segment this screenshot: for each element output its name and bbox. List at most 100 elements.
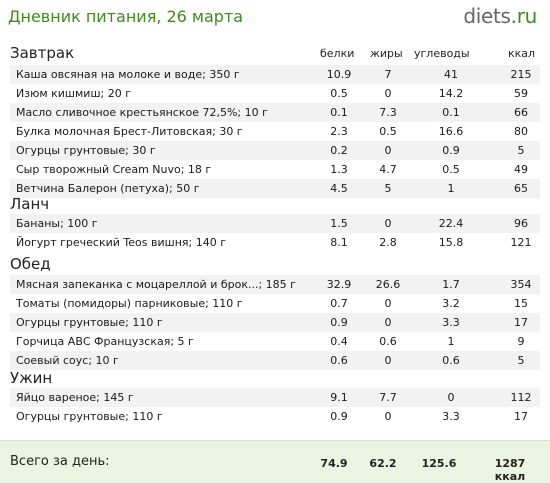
logo-tld: .ru	[510, 4, 538, 28]
carbs-value: 3.2	[442, 297, 460, 310]
fat-value: 7.3	[379, 106, 397, 119]
carbs-value: 16.6	[438, 125, 464, 138]
protein-value: 10.9	[326, 68, 352, 81]
carbs-value: 0.5	[442, 163, 460, 176]
food-row[interactable]: Изюм кишмиш; 20 г 0.5 0 14.2 59	[10, 84, 540, 103]
fat-value: 0.5	[379, 125, 397, 138]
fat-value: 0	[384, 297, 392, 310]
fat-value: 2.8	[379, 236, 397, 249]
food-row[interactable]: Ветчина Балерон (петуха); 50 г 4.5 5 1 6…	[10, 179, 540, 198]
carbs-value: 1.7	[442, 278, 460, 291]
fat-value: 0	[384, 217, 392, 230]
food-row[interactable]: Сыр творожный Cream Nuvo; 18 г 1.3 4.7 0…	[10, 160, 540, 179]
protein-value: 0.6	[330, 354, 348, 367]
protein-value: 0.9	[330, 316, 348, 329]
totals-label: Всего за день:	[10, 454, 110, 469]
kcal-value: 65	[514, 182, 528, 195]
col-carbs-header: углеводы	[414, 47, 470, 60]
protein-value: 2.3	[330, 125, 348, 138]
fat-value: 4.7	[379, 163, 397, 176]
protein-value: 9.1	[330, 391, 348, 404]
col-kcal-header: ккал	[508, 47, 536, 60]
protein-value: 32.9	[326, 278, 352, 291]
food-name: Ветчина Балерон (петуха); 50 г	[16, 182, 200, 195]
meal-title: Ужин	[10, 369, 53, 387]
food-name: Масло сливочное крестьянское 72,5%; 10 г	[16, 106, 268, 119]
food-row[interactable]: Томаты (помидоры) парниковые; 110 г 0.7 …	[10, 294, 540, 313]
food-row[interactable]: Мясная запеканка с моцареллой и брок...;…	[10, 275, 540, 294]
protein-value: 0.7	[330, 297, 348, 310]
protein-value: 0.2	[330, 144, 348, 157]
food-row[interactable]: Яйцо вареное; 145 г 9.1 7.7 0 112	[10, 388, 540, 407]
food-name: Томаты (помидоры) парниковые; 110 г	[16, 297, 243, 310]
food-name: Огурцы грунтовые; 110 г	[16, 410, 163, 423]
carbs-value: 1	[447, 182, 455, 195]
food-row[interactable]: Огурцы грунтовые; 110 г 0.9 0 3.3 17	[10, 407, 540, 426]
kcal-value: 59	[514, 87, 528, 100]
fat-value: 0	[384, 87, 392, 100]
kcal-value: 66	[514, 106, 528, 119]
food-name: Огурцы грунтовые; 110 г	[16, 316, 163, 329]
kcal-value: 9	[517, 335, 525, 348]
kcal-value: 17	[514, 410, 528, 423]
carbs-value: 1	[447, 335, 455, 348]
total-fat: 62.2	[369, 457, 397, 470]
meal-items: Яйцо вареное; 145 г 9.1 7.7 0 112 Огурцы…	[10, 388, 540, 426]
total-carbs: 125.6	[421, 457, 457, 470]
food-name: Изюм кишмиш; 20 г	[16, 87, 131, 100]
protein-value: 1.5	[330, 217, 348, 230]
food-row[interactable]: Масло сливочное крестьянское 72,5%; 10 г…	[10, 103, 540, 122]
food-name: Горчица АВС Французская; 5 г	[16, 335, 194, 348]
carbs-value: 14.2	[438, 87, 464, 100]
food-row[interactable]: Соевый соус; 10 г 0.6 0 0.6 5	[10, 351, 540, 370]
food-row[interactable]: Горчица АВС Французская; 5 г 0.4 0.6 1 9	[10, 332, 540, 351]
protein-value: 8.1	[330, 236, 348, 249]
food-row[interactable]: Бананы; 100 г 1.5 0 22.4 96	[10, 214, 540, 233]
food-row[interactable]: Йогурт греческий Teos вишня; 140 г 8.1 2…	[10, 233, 540, 252]
meal-items: Мясная запеканка с моцареллой и брок...;…	[10, 275, 540, 370]
carbs-value: 3.3	[442, 410, 460, 423]
food-name: Соевый соус; 10 г	[16, 354, 119, 367]
carbs-value: 0	[447, 391, 455, 404]
kcal-value: 49	[514, 163, 528, 176]
carbs-value: 41	[444, 68, 458, 81]
page-header: Дневник питания, 26 марта diets.ru	[0, 0, 550, 36]
fat-value: 0	[384, 410, 392, 423]
carbs-value: 3.3	[442, 316, 460, 329]
fat-value: 0	[384, 354, 392, 367]
protein-value: 4.5	[330, 182, 348, 195]
protein-value: 0.5	[330, 87, 348, 100]
food-row[interactable]: Огурцы грунтовые; 110 г 0.9 0 3.3 17	[10, 313, 540, 332]
food-row[interactable]: Каша овсяная на молоке и воде; 350 г 10.…	[10, 65, 540, 84]
meal-items: Бананы; 100 г 1.5 0 22.4 96 Йогурт грече…	[10, 214, 540, 252]
food-row[interactable]: Булка молочная Брест-Литовская; 30 г 2.3…	[10, 122, 540, 141]
kcal-value: 17	[514, 316, 528, 329]
carbs-value: 0.9	[442, 144, 460, 157]
food-name: Мясная запеканка с моцареллой и брок...;…	[16, 278, 296, 291]
site-logo[interactable]: diets.ru	[463, 4, 537, 28]
meal-title: Завтрак	[10, 44, 75, 62]
col-protein-header: белки	[320, 47, 355, 60]
total-protein: 74.9	[320, 457, 348, 470]
protein-value: 0.4	[330, 335, 348, 348]
food-row[interactable]: Огурцы грунтовые; 30 г 0.2 0 0.9 5	[10, 141, 540, 160]
meal-title: Ланч	[10, 195, 50, 213]
food-name: Булка молочная Брест-Литовская; 30 г	[16, 125, 243, 138]
fat-value: 7.7	[379, 391, 397, 404]
kcal-value: 5	[517, 354, 525, 367]
fat-value: 5	[384, 182, 392, 195]
kcal-value: 15	[514, 297, 528, 310]
carbs-value: 0.6	[442, 354, 460, 367]
kcal-value: 80	[514, 125, 528, 138]
carbs-value: 0.1	[442, 106, 460, 119]
logo-main: diets	[463, 4, 511, 28]
total-kcal: 1287 ккал	[494, 457, 526, 483]
page-title: Дневник питания, 26 марта	[8, 7, 244, 26]
fat-value: 0	[384, 316, 392, 329]
food-name: Яйцо вареное; 145 г	[16, 391, 134, 404]
kcal-value: 96	[514, 217, 528, 230]
protein-value: 1.3	[330, 163, 348, 176]
meal-title: Обед	[10, 255, 51, 273]
kcal-value: 112	[510, 391, 532, 404]
protein-value: 0.1	[330, 106, 348, 119]
